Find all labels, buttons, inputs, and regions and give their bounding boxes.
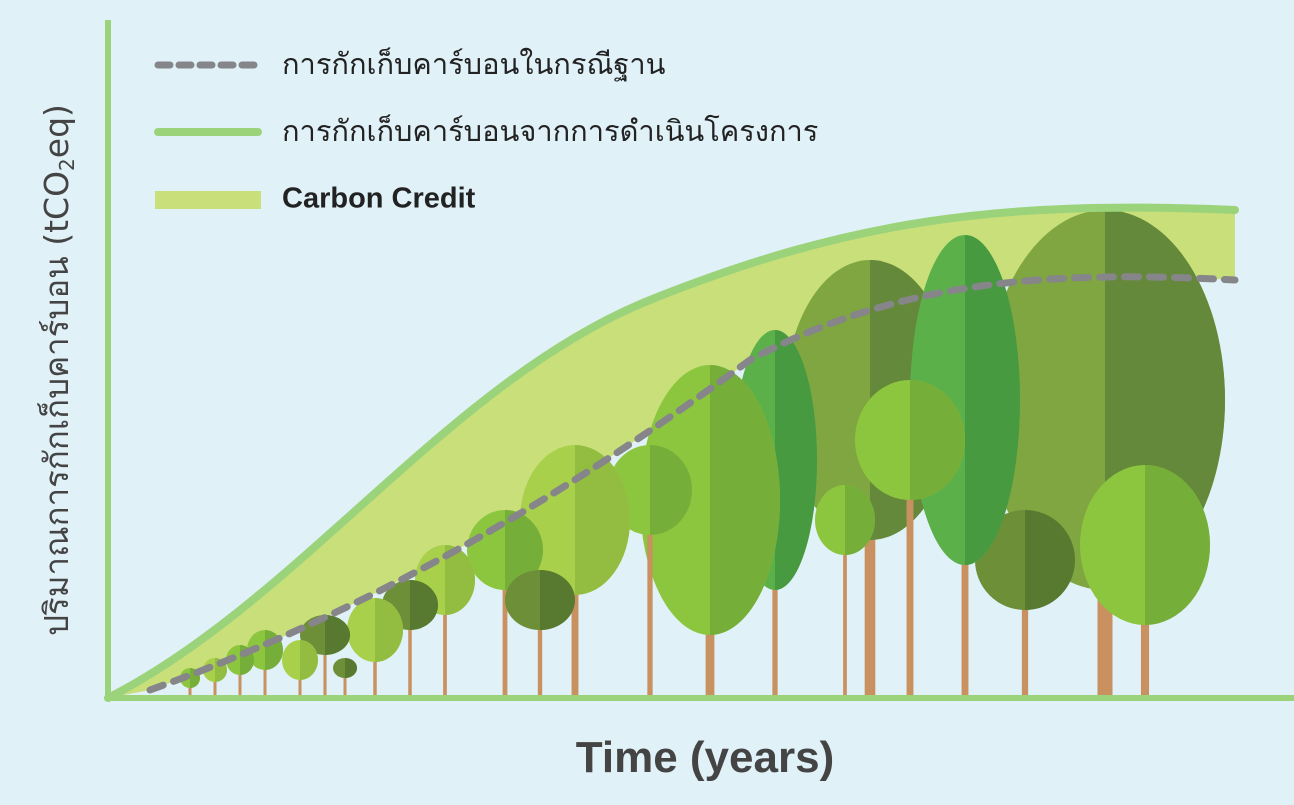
legend-label: การกักเก็บคาร์บอนจากการดำเนินโครงการ: [282, 113, 818, 148]
y-label-subscript: 2: [55, 158, 79, 171]
y-label-suffix: eq): [37, 104, 76, 158]
legend-area-swatch: [155, 191, 261, 209]
page: {"y_axis": {"label": "ปริมาณการกักเก็บคา…: [0, 0, 1294, 805]
y-axis-label: ปริมาณการกักเก็บคาร์บอน (tCO2eq): [37, 104, 79, 636]
x-axis-label: Time (years): [576, 733, 834, 782]
legend-label: การกักเก็บคาร์บอนในกรณีฐาน: [282, 46, 666, 82]
y-label-text: ปริมาณการกักเก็บคาร์บอน (tCO: [37, 171, 76, 636]
diagram: การกักเก็บคาร์บอนในกรณีฐาน การกักเก็บคาร…: [0, 0, 1294, 805]
legend-label: Carbon Credit: [282, 183, 476, 215]
